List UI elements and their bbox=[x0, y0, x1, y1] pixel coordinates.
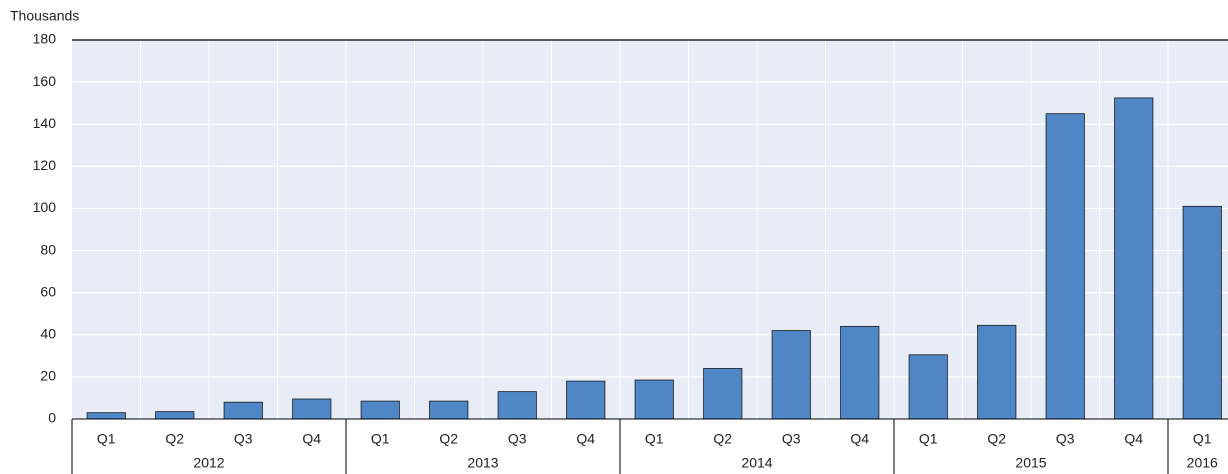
y-tick-label: 40 bbox=[40, 325, 56, 341]
bar bbox=[977, 324, 1017, 420]
bar bbox=[1114, 97, 1154, 420]
bar bbox=[703, 368, 743, 420]
x-tick-label: Q3 bbox=[1056, 431, 1075, 447]
y-tick-label: 100 bbox=[33, 199, 57, 215]
bar bbox=[155, 411, 195, 420]
bar bbox=[1182, 205, 1222, 420]
y-tick-label: 180 bbox=[33, 31, 57, 47]
x-tick-label: Q4 bbox=[576, 431, 595, 447]
bar bbox=[634, 379, 674, 420]
bar bbox=[908, 354, 948, 420]
group-label: 2012 bbox=[193, 455, 224, 471]
y-axis-label: Thousands bbox=[10, 8, 79, 24]
x-tick-label: Q4 bbox=[1124, 431, 1143, 447]
x-tick-label: Q1 bbox=[97, 431, 116, 447]
x-tick-label: Q1 bbox=[645, 431, 664, 447]
x-tick-label: Q2 bbox=[165, 431, 184, 447]
bar bbox=[566, 380, 606, 420]
bar bbox=[497, 391, 537, 420]
bar bbox=[840, 325, 880, 420]
bar bbox=[292, 398, 332, 420]
x-tick-label: Q4 bbox=[302, 431, 321, 447]
group-label: 2016 bbox=[1187, 455, 1218, 471]
x-tick-label: Q3 bbox=[508, 431, 527, 447]
bar bbox=[429, 400, 469, 420]
group-label: 2013 bbox=[467, 455, 498, 471]
x-tick-label: Q2 bbox=[713, 431, 732, 447]
y-tick-label: 0 bbox=[48, 410, 56, 426]
x-tick-label: Q1 bbox=[919, 431, 938, 447]
bar bbox=[86, 412, 126, 420]
y-tick-label: 80 bbox=[40, 241, 56, 257]
group-label: 2015 bbox=[1015, 455, 1046, 471]
x-tick-label: Q4 bbox=[850, 431, 869, 447]
y-tick-label: 60 bbox=[40, 283, 56, 299]
bar bbox=[223, 401, 263, 420]
y-tick-label: 140 bbox=[33, 115, 57, 131]
x-tick-label: Q2 bbox=[987, 431, 1006, 447]
plot-background bbox=[72, 40, 1228, 419]
y-tick-label: 160 bbox=[33, 73, 57, 89]
bar bbox=[1045, 113, 1085, 420]
group-label: 2014 bbox=[741, 455, 772, 471]
x-tick-label: Q1 bbox=[371, 431, 390, 447]
y-tick-label: 120 bbox=[33, 157, 57, 173]
bar bbox=[771, 330, 811, 420]
x-tick-label: Q3 bbox=[782, 431, 801, 447]
x-tick-label: Q1 bbox=[1193, 431, 1212, 447]
bar bbox=[360, 400, 400, 420]
x-tick-label: Q2 bbox=[439, 431, 458, 447]
x-tick-label: Q3 bbox=[234, 431, 253, 447]
y-tick-label: 20 bbox=[40, 368, 56, 384]
